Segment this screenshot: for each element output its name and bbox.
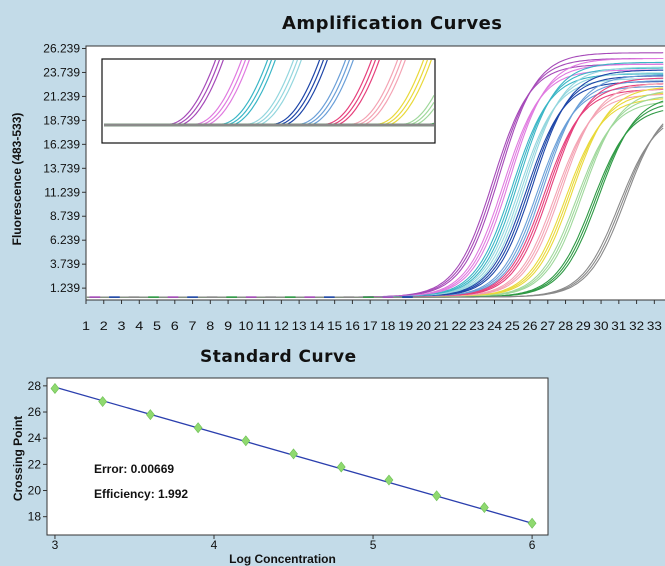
amplification-y-tick-label: 26.239 bbox=[43, 42, 80, 56]
amplification-y-tick-label: 11.239 bbox=[44, 185, 80, 199]
standard-point-1 bbox=[50, 382, 60, 394]
standard-point-3 bbox=[145, 409, 155, 421]
standard-x-axis-label: Log Concentration bbox=[229, 552, 336, 566]
amplification-x-tick-label: 3 bbox=[118, 319, 126, 333]
amplification-x-tick-label: 27 bbox=[540, 319, 555, 333]
standard-y-tick-label: 20 bbox=[28, 484, 42, 498]
standard-y-tick-label: 24 bbox=[28, 431, 42, 445]
amplification-y-axis-label: Fluorescence (483-533) bbox=[10, 113, 24, 246]
standard-point-4 bbox=[193, 422, 203, 434]
amplification-x-tick-label: 16 bbox=[345, 319, 360, 333]
amplification-x-tick-label: 17 bbox=[363, 319, 378, 333]
standard-point-2 bbox=[98, 396, 108, 408]
amplification-x-tick-label: 4 bbox=[135, 319, 143, 333]
standard-point-9 bbox=[432, 490, 442, 502]
amplification-x-tick-label: 9 bbox=[224, 319, 232, 333]
amplification-x-tick-label: 28 bbox=[558, 319, 573, 333]
amplification-x-tick-label: 6 bbox=[171, 319, 179, 333]
amplification-x-tick-label: 31 bbox=[611, 319, 626, 333]
amplification-x-tick-label: 5 bbox=[153, 319, 161, 333]
amplification-x-tick-label: 29 bbox=[576, 319, 591, 333]
amplification-x-tick-label: 33 bbox=[647, 319, 662, 333]
amplification-x-tick-label: 20 bbox=[416, 319, 431, 333]
amplification-inset-curves bbox=[104, 60, 434, 127]
standard-curve-title: Standard Curve bbox=[200, 347, 357, 367]
standard-point-6 bbox=[289, 448, 298, 460]
standard-x-tick-label: 4 bbox=[211, 538, 218, 552]
standard-point-10 bbox=[479, 502, 489, 514]
standard-point-11 bbox=[527, 517, 537, 529]
amplification-y-tick-label: 18.739 bbox=[43, 113, 80, 127]
amplification-y-tick-label: 16.239 bbox=[43, 137, 80, 151]
standard-x-tick-label: 6 bbox=[529, 538, 536, 552]
amplification-inset-box bbox=[101, 58, 436, 144]
amplification-y-tick-label: 8.739 bbox=[50, 209, 80, 223]
amplification-curve-12-rep3 bbox=[86, 123, 664, 298]
standard-y-tick-label: 28 bbox=[28, 379, 42, 393]
amplification-x-tick-label: 11 bbox=[256, 319, 271, 333]
amplification-x-tick-label: 2 bbox=[100, 319, 108, 333]
amplification-x-tick-label: 32 bbox=[629, 319, 644, 333]
amplification-x-tick-label: 21 bbox=[434, 319, 449, 333]
amplification-x-tick-label: 14 bbox=[309, 319, 324, 333]
amplification-x-tick-label: 12 bbox=[274, 319, 289, 333]
amplification-x-tick-label: 30 bbox=[594, 319, 609, 333]
amplification-x-tick-label: 22 bbox=[451, 319, 466, 333]
amplification-x-tick-label: 13 bbox=[292, 319, 307, 333]
amplification-x-tick-label: 26 bbox=[523, 319, 538, 333]
amplification-x-tick-label: 15 bbox=[327, 319, 342, 333]
error-annotation: Error: 0.00669 bbox=[94, 462, 174, 476]
amplification-x-tick-label: 8 bbox=[206, 319, 214, 333]
standard-y-tick-label: 26 bbox=[28, 405, 42, 419]
amplification-y-tick-label: 6.239 bbox=[50, 233, 80, 247]
amplification-y-tick-label: 3.739 bbox=[50, 257, 80, 271]
amplification-chart-title: Amplification Curves bbox=[282, 13, 503, 34]
standard-point-7 bbox=[336, 461, 346, 473]
standard-x-tick-label: 5 bbox=[370, 538, 377, 552]
amplification-x-tick-label: 18 bbox=[380, 319, 395, 333]
amplification-y-tick-label: 13.739 bbox=[43, 161, 80, 175]
amplification-x-tick-label: 25 bbox=[505, 319, 520, 333]
standard-point-5 bbox=[241, 435, 251, 447]
amplification-x-tick-label: 24 bbox=[487, 319, 502, 333]
standard-y-axis-label: Crossing Point bbox=[11, 416, 25, 501]
amplification-y-tick-label: 23.739 bbox=[43, 65, 80, 79]
standard-point-8 bbox=[384, 474, 394, 486]
amplification-y-tick-label: 21.239 bbox=[43, 89, 80, 103]
amplification-x-tick-label: 7 bbox=[189, 319, 197, 333]
standard-x-tick-label: 3 bbox=[52, 538, 59, 552]
amplification-x-tick-label: 1 bbox=[82, 319, 90, 333]
efficiency-annotation: Efficiency: 1.992 bbox=[94, 487, 188, 501]
amplification-curves-group bbox=[86, 52, 664, 298]
amplification-x-tick-label: 19 bbox=[398, 319, 413, 333]
standard-y-tick-label: 18 bbox=[28, 510, 42, 524]
amplification-x-tick-label: 23 bbox=[469, 319, 484, 333]
amplification-y-tick-label: 1.239 bbox=[50, 281, 80, 295]
amplification-x-tick-label: 10 bbox=[238, 319, 253, 333]
standard-y-tick-label: 22 bbox=[28, 457, 42, 471]
